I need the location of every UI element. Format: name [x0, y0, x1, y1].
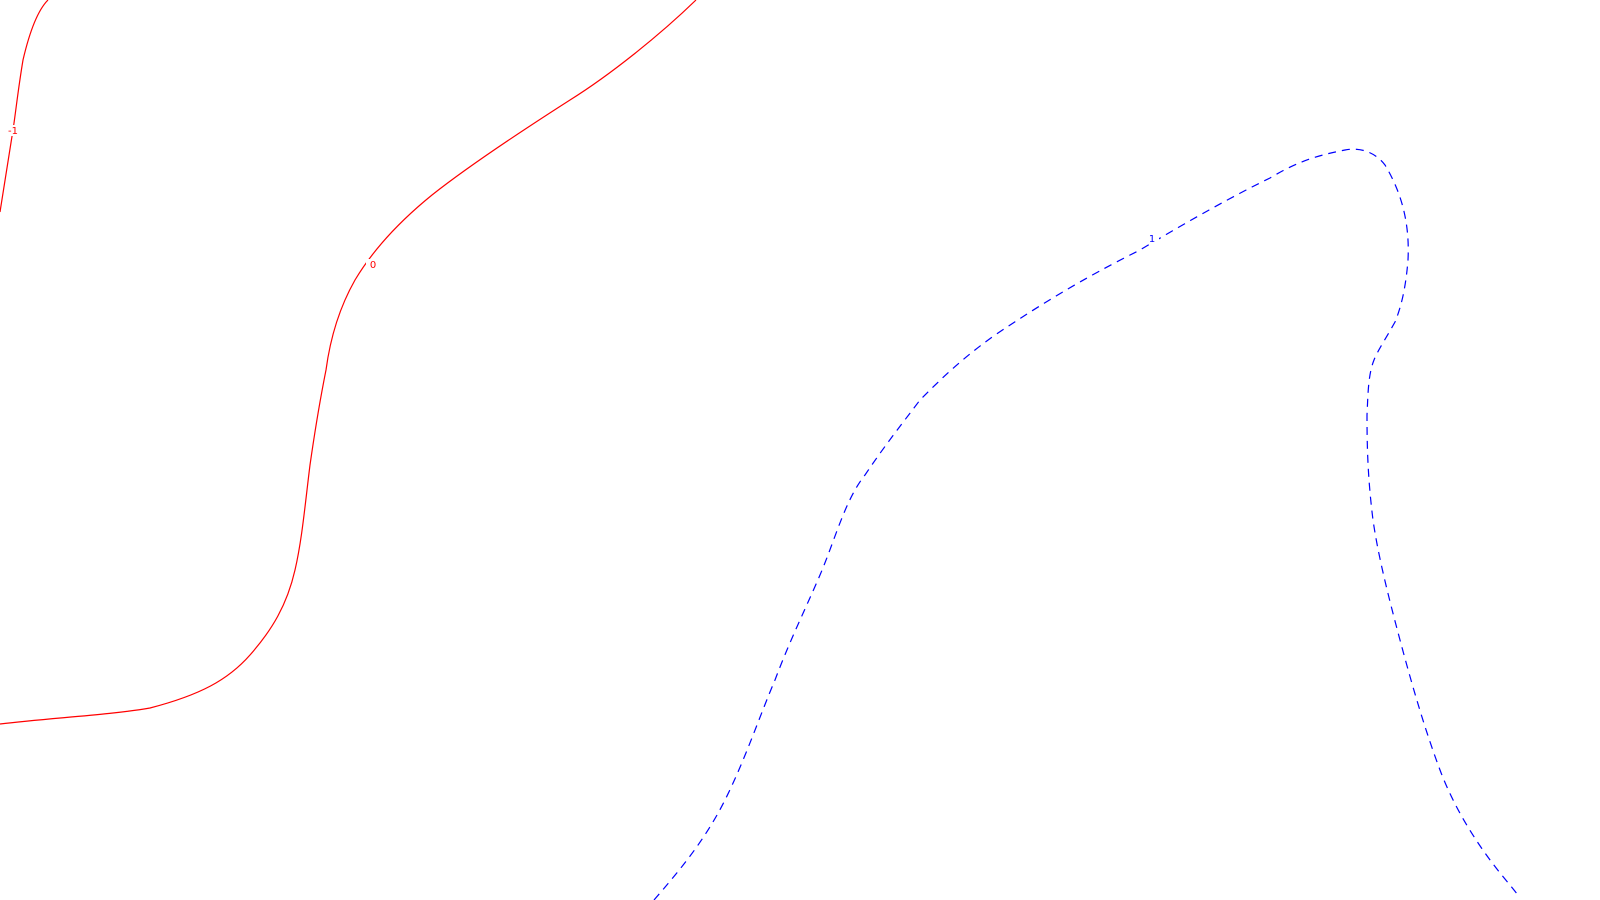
contour-lines	[0, 0, 1519, 900]
contour-line-level-minus-1	[0, 0, 49, 213]
contour-line-level-1	[653, 148, 1519, 900]
contour-label-level-minus-1: -1	[8, 126, 18, 137]
contour-label-background	[366, 259, 380, 270]
contour-label-background	[1145, 233, 1159, 244]
contour-labels: -1 0 1	[6, 125, 1159, 271]
contour-label-background	[6, 125, 20, 136]
contour-label-level-1: 1	[1149, 234, 1155, 245]
contour-label-level-0: 0	[370, 260, 376, 271]
contour-line-level-0	[0, 0, 697, 725]
